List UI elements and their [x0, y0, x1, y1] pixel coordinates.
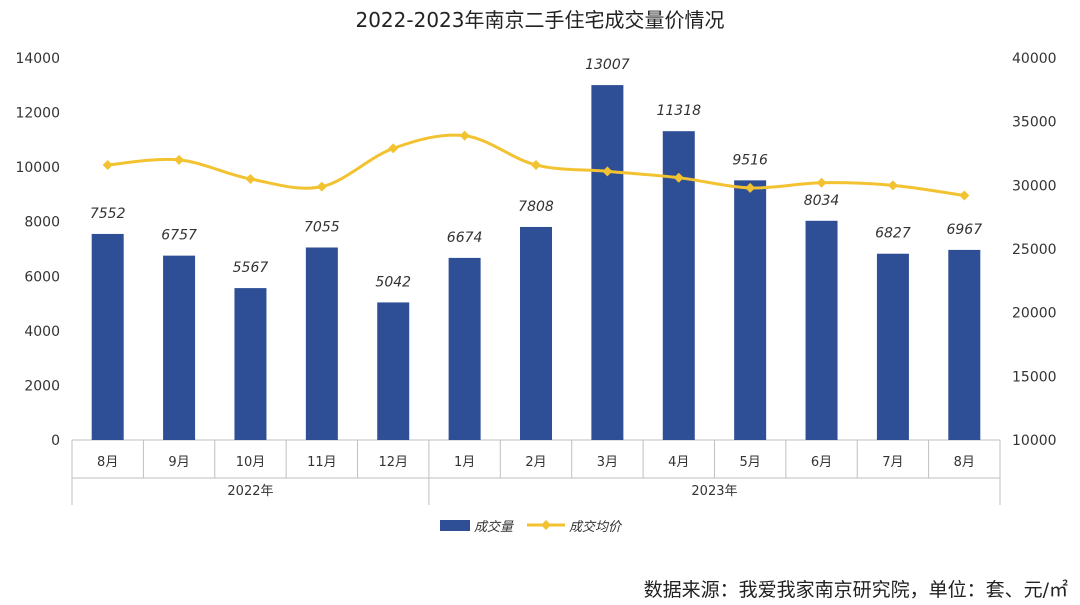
- bar-data-label: 8034: [804, 193, 840, 209]
- legend: 成交量 成交均价: [440, 519, 623, 535]
- y-left-tick-label: 6000: [24, 269, 60, 285]
- y-axis-right: 10000 15000 20000 25000 30000 35000 40000: [1012, 51, 1057, 449]
- price-point: [102, 159, 113, 170]
- bar-data-label: 7055: [304, 219, 340, 235]
- bar: [948, 249, 981, 440]
- y-axis-left: 0 2000 4000 6000 8000 10000 12000 14000: [15, 51, 60, 449]
- x-tick-label: 4月: [668, 455, 689, 470]
- legend-swatch-price-marker: [541, 520, 551, 530]
- x-tick-label: 11月: [307, 455, 337, 470]
- bar-data-label: 5567: [233, 260, 269, 276]
- bar: [805, 220, 838, 440]
- bar: [448, 257, 481, 440]
- bar: [91, 233, 124, 440]
- bar-data-labels: 7552 6757 5567 7055 5042 6674 7808 13007 11318 95…: [90, 57, 982, 290]
- bar-data-label: 6827: [875, 226, 911, 242]
- x-axis: 8月 9月 10月 11月 12月 1月 2月 3月 4月 5月 6月 7月 8月 2022年 2023年: [71, 439, 1001, 505]
- source-note: 数据来源：我爱我家南京研究院，单位：套、元/㎡: [644, 578, 1068, 601]
- legend-swatch-volume: [440, 520, 470, 531]
- price-point: [459, 130, 470, 141]
- y-right-tick-label: 20000: [1012, 306, 1057, 322]
- y-left-tick-label: 14000: [15, 51, 60, 67]
- x-tick-label: 9月: [168, 455, 189, 470]
- x-tick-label: 12月: [378, 455, 408, 470]
- price-point: [959, 190, 970, 201]
- x-group-label: 2023年: [691, 484, 737, 499]
- price-point: [673, 172, 684, 183]
- price-point: [245, 173, 256, 184]
- x-tick-label: 8月: [97, 455, 118, 470]
- x-group-label: 2022年: [227, 484, 273, 499]
- price-point: [388, 143, 399, 154]
- bar: [305, 247, 338, 440]
- price-point: [602, 166, 613, 177]
- bar: [734, 180, 767, 441]
- bar: [591, 85, 624, 440]
- y-right-tick-label: 15000: [1012, 369, 1057, 385]
- price-point: [316, 181, 327, 192]
- x-tick-label: 3月: [597, 455, 618, 470]
- price-point: [887, 180, 898, 191]
- bar-data-label: 5042: [375, 274, 411, 290]
- price-point: [531, 159, 541, 170]
- bar-data-label: 7808: [518, 199, 554, 215]
- y-left-tick-label: 12000: [15, 106, 60, 122]
- bar-data-label: 7552: [90, 206, 126, 222]
- y-left-tick-label: 0: [51, 433, 60, 449]
- x-tick-label: 6月: [811, 455, 832, 470]
- line-series: [102, 130, 970, 201]
- price-point: [745, 182, 756, 193]
- price-point: [174, 154, 185, 165]
- y-right-tick-label: 25000: [1012, 242, 1057, 258]
- legend-label-price: 成交均价: [569, 519, 623, 535]
- price-point: [816, 177, 827, 188]
- y-right-tick-label: 30000: [1012, 178, 1057, 194]
- x-tick-label: 7月: [882, 455, 903, 470]
- bar: [163, 255, 196, 440]
- y-right-tick-label: 10000: [1012, 433, 1057, 449]
- y-left-tick-label: 10000: [15, 160, 60, 176]
- x-tick-label: 10月: [236, 455, 266, 470]
- bar-data-label: 6674: [447, 230, 483, 246]
- bar-data-label: 11318: [656, 103, 701, 119]
- x-tick-label: 5月: [740, 455, 761, 470]
- x-tick-label: 2月: [525, 455, 546, 470]
- bar: [876, 253, 909, 440]
- x-tick-label: 1月: [454, 455, 475, 470]
- bar-data-label: 6967: [946, 222, 982, 238]
- bar-data-label: 13007: [585, 57, 630, 73]
- x-tick-label: 8月: [954, 455, 975, 470]
- bar: [234, 288, 267, 440]
- bar-data-label: 9516: [732, 152, 768, 168]
- bar: [520, 226, 552, 440]
- bar-series: [91, 85, 981, 441]
- bar-data-label: 6757: [161, 228, 197, 244]
- y-left-tick-label: 8000: [24, 215, 60, 231]
- legend-label-volume: 成交量: [474, 519, 515, 535]
- y-right-tick-label: 40000: [1012, 51, 1057, 67]
- y-left-tick-label: 2000: [24, 378, 60, 394]
- bar: [377, 302, 410, 440]
- y-left-tick-label: 4000: [24, 324, 60, 340]
- y-right-tick-label: 35000: [1012, 115, 1057, 131]
- chart-title: 2022-2023年南京二手住宅成交量价情况: [355, 8, 724, 32]
